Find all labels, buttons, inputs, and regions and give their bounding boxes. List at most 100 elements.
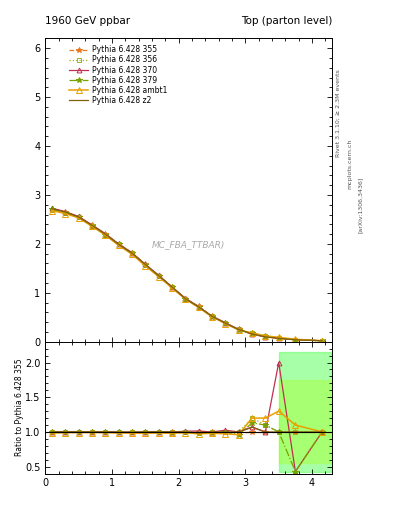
Pythia 6.428 z2 [250, 331, 254, 337]
Text: mcplots.cern.ch: mcplots.cern.ch [348, 139, 353, 189]
Bar [279, 352, 332, 472]
Pythia 6.428 379 [170, 284, 174, 290]
Pythia 6.428 370 [196, 304, 201, 310]
Pythia 6.428 ambt1 [103, 232, 108, 238]
Pythia 6.428 z2 [183, 295, 188, 302]
Pythia 6.428 355 [196, 304, 201, 310]
Pythia 6.428 370 [293, 337, 298, 343]
Pythia 6.428 ambt1 [63, 210, 68, 217]
Pythia 6.428 370 [103, 230, 108, 237]
Pythia 6.428 355 [263, 334, 268, 340]
Line: Pythia 6.428 370: Pythia 6.428 370 [50, 206, 325, 343]
Pythia 6.428 379 [103, 231, 108, 238]
Pythia 6.428 355 [170, 284, 174, 290]
Pythia 6.428 ambt1 [263, 333, 268, 339]
Pythia 6.428 370 [209, 313, 214, 319]
Pythia 6.428 370 [183, 295, 188, 301]
Pythia 6.428 370 [116, 241, 121, 247]
Pythia 6.428 379 [90, 223, 94, 229]
Pythia 6.428 ambt1 [183, 296, 188, 302]
Pythia 6.428 355 [276, 335, 281, 342]
Pythia 6.428 379 [236, 327, 241, 333]
Pythia 6.428 379 [63, 209, 68, 216]
Pythia 6.428 370 [263, 334, 268, 340]
Pythia 6.428 370 [170, 284, 174, 290]
Pythia 6.428 z2 [76, 214, 81, 220]
Pythia 6.428 356 [236, 327, 241, 333]
Pythia 6.428 z2 [196, 304, 201, 310]
Pythia 6.428 370 [276, 335, 281, 342]
Pythia 6.428 z2 [223, 320, 228, 326]
Line: Pythia 6.428 379: Pythia 6.428 379 [49, 206, 325, 344]
Pythia 6.428 z2 [156, 272, 161, 279]
Pythia 6.428 ambt1 [276, 334, 281, 340]
Pythia 6.428 355 [293, 337, 298, 343]
Pythia 6.428 370 [50, 205, 54, 211]
Line: Pythia 6.428 355: Pythia 6.428 355 [49, 206, 325, 344]
Pythia 6.428 356 [130, 250, 134, 256]
Pythia 6.428 355 [209, 313, 214, 319]
Pythia 6.428 ambt1 [196, 305, 201, 311]
Bar [279, 380, 332, 463]
Pythia 6.428 z2 [170, 284, 174, 290]
Pythia 6.428 379 [143, 262, 148, 268]
Pythia 6.428 356 [90, 223, 94, 229]
Pythia 6.428 370 [90, 222, 94, 228]
Legend: Pythia 6.428 355, Pythia 6.428 356, Pythia 6.428 370, Pythia 6.428 379, Pythia 6: Pythia 6.428 355, Pythia 6.428 356, Pyth… [69, 45, 167, 105]
Pythia 6.428 356 [183, 295, 188, 302]
Pythia 6.428 355 [236, 327, 241, 333]
Text: [arXiv:1306.3436]: [arXiv:1306.3436] [358, 177, 363, 233]
Pythia 6.428 356 [76, 215, 81, 221]
Pythia 6.428 356 [196, 304, 201, 310]
Pythia 6.428 z2 [209, 313, 214, 319]
Pythia 6.428 379 [50, 206, 54, 212]
Pythia 6.428 ambt1 [223, 321, 228, 327]
Pythia 6.428 370 [250, 331, 254, 337]
Pythia 6.428 ambt1 [320, 338, 325, 344]
Text: Rivet 3.1.10; ≥ 2.3M events: Rivet 3.1.10; ≥ 2.3M events [336, 69, 341, 157]
Pythia 6.428 379 [183, 295, 188, 302]
Pythia 6.428 379 [276, 335, 281, 342]
Pythia 6.428 370 [76, 214, 81, 220]
Text: Top (parton level): Top (parton level) [241, 15, 332, 26]
Pythia 6.428 370 [130, 250, 134, 256]
Pythia 6.428 z2 [63, 209, 68, 215]
Pythia 6.428 z2 [276, 335, 281, 342]
Pythia 6.428 379 [156, 272, 161, 279]
Pythia 6.428 ambt1 [90, 223, 94, 229]
Pythia 6.428 356 [209, 313, 214, 319]
Pythia 6.428 z2 [263, 334, 268, 340]
Pythia 6.428 ambt1 [293, 336, 298, 343]
Pythia 6.428 379 [130, 250, 134, 256]
Text: MC_FBA_TTBAR): MC_FBA_TTBAR) [152, 240, 225, 249]
Pythia 6.428 379 [250, 330, 254, 336]
Pythia 6.428 356 [103, 231, 108, 238]
Pythia 6.428 z2 [143, 261, 148, 267]
Pythia 6.428 356 [50, 206, 54, 212]
Pythia 6.428 356 [170, 284, 174, 290]
Pythia 6.428 370 [156, 272, 161, 278]
Pythia 6.428 379 [223, 320, 228, 326]
Pythia 6.428 z2 [320, 338, 325, 344]
Pythia 6.428 355 [130, 250, 134, 256]
Pythia 6.428 z2 [50, 206, 54, 212]
Line: Pythia 6.428 ambt1: Pythia 6.428 ambt1 [49, 208, 325, 344]
Pythia 6.428 356 [156, 272, 161, 279]
Pythia 6.428 370 [63, 208, 68, 215]
Pythia 6.428 ambt1 [156, 273, 161, 280]
Pythia 6.428 ambt1 [116, 242, 121, 248]
Pythia 6.428 ambt1 [76, 215, 81, 221]
Pythia 6.428 z2 [90, 222, 94, 228]
Pythia 6.428 379 [76, 215, 81, 221]
Pythia 6.428 ambt1 [236, 327, 241, 333]
Pythia 6.428 z2 [116, 241, 121, 247]
Pythia 6.428 ambt1 [130, 251, 134, 257]
Pythia 6.428 356 [250, 330, 254, 336]
Pythia 6.428 355 [76, 214, 81, 220]
Pythia 6.428 z2 [293, 337, 298, 343]
Pythia 6.428 379 [196, 304, 201, 310]
Pythia 6.428 ambt1 [170, 285, 174, 291]
Pythia 6.428 356 [116, 241, 121, 247]
Pythia 6.428 379 [209, 314, 214, 320]
Pythia 6.428 370 [143, 261, 148, 267]
